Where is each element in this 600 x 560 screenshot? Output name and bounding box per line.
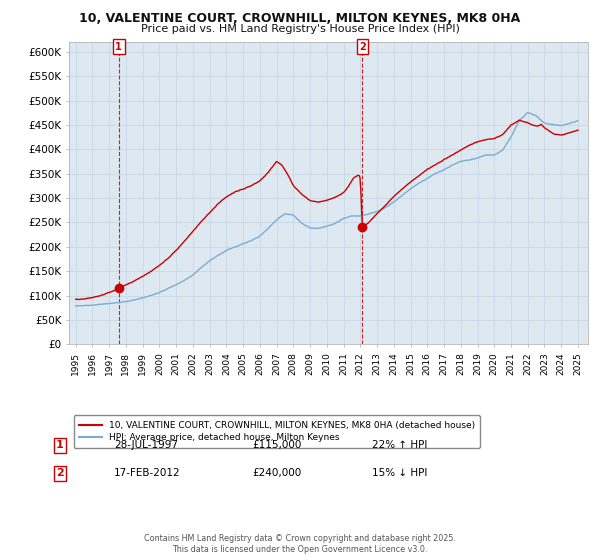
Text: £115,000: £115,000: [252, 440, 301, 450]
Text: 15% ↓ HPI: 15% ↓ HPI: [372, 468, 427, 478]
Text: 1: 1: [56, 440, 64, 450]
Text: 1: 1: [115, 41, 122, 52]
Text: 2: 2: [56, 468, 64, 478]
Text: £240,000: £240,000: [252, 468, 301, 478]
Text: Contains HM Land Registry data © Crown copyright and database right 2025.
This d: Contains HM Land Registry data © Crown c…: [144, 534, 456, 554]
Text: 22% ↑ HPI: 22% ↑ HPI: [372, 440, 427, 450]
Legend: 10, VALENTINE COURT, CROWNHILL, MILTON KEYNES, MK8 0HA (detached house), HPI: Av: 10, VALENTINE COURT, CROWNHILL, MILTON K…: [74, 416, 480, 448]
Text: 10, VALENTINE COURT, CROWNHILL, MILTON KEYNES, MK8 0HA: 10, VALENTINE COURT, CROWNHILL, MILTON K…: [79, 12, 521, 25]
Text: Price paid vs. HM Land Registry's House Price Index (HPI): Price paid vs. HM Land Registry's House …: [140, 24, 460, 34]
Text: 2: 2: [359, 41, 365, 52]
Text: 28-JUL-1997: 28-JUL-1997: [114, 440, 178, 450]
Text: 17-FEB-2012: 17-FEB-2012: [114, 468, 181, 478]
